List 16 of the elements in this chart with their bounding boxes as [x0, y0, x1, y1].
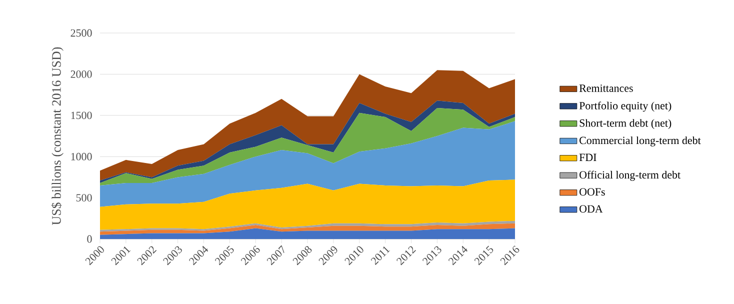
legend-label: OOFs: [580, 188, 605, 196]
y-tick-label: 500: [76, 194, 92, 202]
legend-label: ODA: [580, 205, 603, 213]
y-tick-label: 2500: [70, 29, 92, 37]
y-tick-label: 1000: [71, 152, 92, 160]
legend-label: Short-term debt (net): [580, 119, 672, 129]
y-tick-label: 2000: [70, 70, 92, 78]
legend-label: Portfolio equity (net): [579, 102, 672, 112]
y-axis-title: US$ billions (constant 2016 USD): [51, 47, 64, 225]
y-tick-label: 0: [87, 235, 92, 243]
x-tick-label: 2011: [370, 246, 390, 265]
legend-label: FDI: [579, 154, 596, 161]
legend-label: Remittances: [579, 84, 633, 92]
y-tick-label: 1500: [71, 112, 92, 120]
legend-label: Official long-term debt: [580, 170, 680, 181]
legend-label: Commercial long-term debt: [580, 136, 701, 146]
